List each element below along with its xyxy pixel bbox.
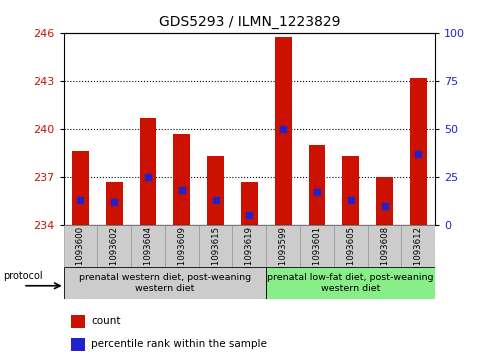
Bar bbox=[232, 225, 266, 267]
Text: GSM1093615: GSM1093615 bbox=[211, 226, 220, 285]
Bar bbox=[266, 225, 300, 267]
Title: GDS5293 / ILMN_1223829: GDS5293 / ILMN_1223829 bbox=[158, 15, 340, 29]
Text: GSM1093612: GSM1093612 bbox=[413, 226, 422, 285]
Text: GSM1093601: GSM1093601 bbox=[312, 226, 321, 285]
Text: GSM1093608: GSM1093608 bbox=[379, 226, 388, 285]
Bar bbox=[342, 156, 359, 225]
Bar bbox=[105, 182, 122, 225]
Bar bbox=[131, 225, 164, 267]
Bar bbox=[274, 37, 291, 225]
Bar bbox=[300, 225, 333, 267]
Bar bbox=[173, 134, 190, 225]
Bar bbox=[164, 225, 198, 267]
Text: percentile rank within the sample: percentile rank within the sample bbox=[91, 339, 267, 349]
Bar bbox=[63, 268, 266, 299]
Text: GSM1093605: GSM1093605 bbox=[346, 226, 354, 285]
Text: GSM1093600: GSM1093600 bbox=[76, 226, 85, 285]
Bar bbox=[409, 78, 426, 225]
Bar bbox=[333, 225, 367, 267]
Text: GSM1093602: GSM1093602 bbox=[109, 226, 119, 285]
Text: count: count bbox=[91, 316, 121, 326]
Text: GSM1093599: GSM1093599 bbox=[278, 226, 287, 284]
Bar bbox=[401, 225, 434, 267]
Text: protocol: protocol bbox=[3, 271, 43, 281]
Text: prenatal low-fat diet, post-weaning
western diet: prenatal low-fat diet, post-weaning west… bbox=[267, 273, 433, 293]
Bar bbox=[308, 145, 325, 225]
Bar bbox=[72, 151, 89, 225]
Text: GSM1093609: GSM1093609 bbox=[177, 226, 186, 284]
Bar bbox=[367, 225, 401, 267]
Bar bbox=[375, 177, 392, 225]
Bar bbox=[139, 118, 156, 225]
Text: GSM1093619: GSM1093619 bbox=[244, 226, 253, 284]
Text: prenatal western diet, post-weaning
western diet: prenatal western diet, post-weaning west… bbox=[79, 273, 250, 293]
Bar bbox=[71, 338, 85, 351]
Bar bbox=[198, 225, 232, 267]
Bar bbox=[207, 156, 224, 225]
Bar bbox=[241, 182, 257, 225]
Bar bbox=[63, 225, 97, 267]
Bar bbox=[71, 315, 85, 329]
Bar bbox=[97, 225, 131, 267]
Text: GSM1093604: GSM1093604 bbox=[143, 226, 152, 285]
Bar bbox=[266, 268, 434, 299]
